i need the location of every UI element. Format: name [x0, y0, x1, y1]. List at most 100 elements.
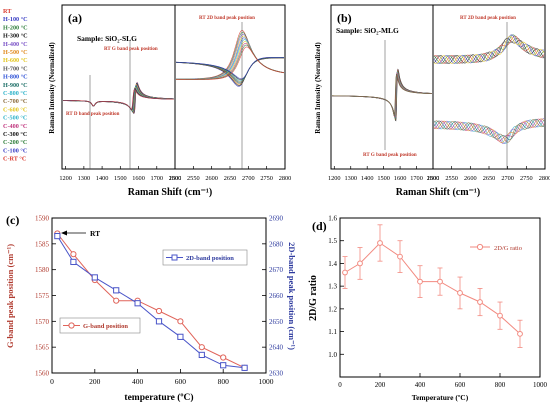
panel-b-sample: Sample: SiO₂-MLG: [336, 26, 399, 35]
d-point: [377, 240, 383, 246]
raman-x-tick-label: 2500: [169, 175, 182, 182]
c-x-tick-label: 600: [175, 377, 187, 386]
c-y2-tick-label: 2660: [269, 292, 284, 300]
d-y-tick-label: 1.1: [328, 328, 337, 336]
c-y-tick-label: 1560: [35, 370, 50, 378]
spectrum-left-trace: [332, 68, 432, 122]
d-point: [417, 278, 423, 285]
c-point-circle: [70, 251, 77, 258]
panel-b: (b) Sample: SiO₂-MLG Raman Intensity (No…: [314, 4, 550, 198]
legend-a-entry: H-100 °C: [3, 16, 28, 23]
c-x-tick-label: 200: [89, 377, 101, 386]
spectrum-right-trace: [433, 34, 545, 64]
c-y2-tick-label: 2680: [269, 240, 284, 248]
raman-x-tick-label: 2700: [501, 175, 514, 182]
legend-a-entry: C-100 °C: [3, 147, 27, 154]
panel-c-ylabel-right: 2D-band peak position (cm⁻¹): [287, 242, 297, 350]
c-x-tick-label: 800: [218, 377, 230, 386]
spectrum-left-trace: [332, 70, 432, 120]
raman-x-tick-label: 1600: [132, 175, 145, 182]
raman-x-tick-label: 1800: [427, 175, 440, 182]
panel-d-label: (d): [312, 219, 327, 233]
legend-a-entry: C-200 °C: [3, 139, 27, 146]
legend-a-entry: H-900 °C: [3, 82, 28, 89]
legend-a-entry: H-700 °C: [3, 65, 28, 72]
legend-a-entry: RT: [3, 8, 12, 15]
legend-a-entry: H-500 °C: [3, 49, 28, 56]
panel-b-curves: [332, 22, 545, 169]
d-x-tick-label: 1000: [533, 381, 548, 389]
c-x-tick-label: 400: [132, 377, 144, 386]
spectrum-left-trace: [63, 88, 174, 110]
legend-a-entry: C-300 °C: [3, 131, 27, 138]
raman-x-tick-label: 1800: [169, 175, 182, 182]
d-point: [397, 253, 403, 260]
spectrum-left-trace: [63, 88, 174, 110]
spectrum-left-trace: [332, 73, 432, 118]
panel-a-frame-right: [174, 4, 286, 170]
panel-b-frame-right: [432, 4, 546, 170]
legend-a-entry: C-700 °C: [3, 98, 27, 105]
c-y2-tick-label: 2690: [269, 215, 284, 223]
raman-x-tick-label: 2700: [242, 175, 255, 182]
panel-b-xlabel: Raman Shift (cm⁻¹): [396, 187, 480, 198]
spectrum-right-trace: [433, 118, 545, 141]
panel-d-axes: 0 200 400 600 800 1000 1.0 1.1 1.2 1.3 1.4 1.5 1.6: [328, 215, 547, 390]
c-series-line: [57, 233, 245, 369]
d-series-line: [344, 242, 521, 335]
panel-c-label: (c): [6, 213, 19, 227]
panel-a-annot-d: RT D band peak position: [66, 112, 120, 117]
c-point-circle: [220, 354, 227, 361]
panel-d: (d) 2D/G ratio Temperature (ºC) 0 200 400 6…: [308, 215, 548, 403]
spectrum-right-trace: [176, 46, 285, 80]
spectrum-left-trace: [332, 71, 432, 119]
raman-x-tick-label: 2650: [483, 175, 496, 182]
c-point-square: [155, 318, 163, 325]
panel-c: (c) G-band peak position (cm⁻¹) 2D-band …: [5, 213, 297, 403]
panel-a: (a) Sample: SiO₂-SLG Raman Intensity (No…: [48, 4, 291, 198]
raman-x-tick-label: 2750: [520, 175, 533, 182]
raman-x-tick-label: 2650: [224, 175, 237, 182]
spectrum-right-trace: [433, 119, 545, 143]
spectrum-right-trace: [433, 35, 545, 64]
spectrum-left-trace: [332, 71, 432, 118]
d-y-tick-label: 1.5: [328, 237, 337, 245]
raman-x-tick-label: 1200: [59, 175, 72, 182]
panel-b-annot-g: RT G band peak position: [363, 153, 417, 158]
c-x-tick-label: 0: [50, 377, 54, 386]
legend-a-entry: H-300 °C: [3, 33, 28, 40]
spectrum-left-trace: [63, 89, 174, 110]
legend-a-entry: C-500 °C: [3, 115, 27, 122]
c-series-line: [56, 235, 245, 369]
c-y2-tick-label: 2640: [269, 344, 284, 352]
c-y2-tick-label: 2650: [269, 318, 284, 326]
spectrum-left-trace: [63, 87, 174, 111]
legend-a-entry: C-600 °C: [3, 106, 27, 113]
c-point-square: [91, 274, 98, 281]
d-point: [477, 299, 483, 305]
c-y-tick-label: 1585: [35, 240, 50, 248]
panel-c-legend-2d-label: 2D-band position: [186, 255, 234, 262]
legend-a-entry: H-200 °C: [3, 24, 28, 31]
panel-c-xlabel: temperature (ºC): [124, 392, 193, 403]
d-x-tick-label: 600: [455, 381, 466, 389]
panel-a-sample: Sample: SiO₂-SLG: [77, 34, 137, 43]
spectrum-right-trace: [433, 35, 545, 64]
panel-c-rt-label: RT: [90, 229, 100, 238]
spectrum-left-trace: [332, 73, 432, 117]
d-y-tick-label: 1.0: [328, 351, 337, 359]
panel-b-annot-2d: RT 2D band peak position: [460, 16, 516, 21]
panel-a-label: (a): [68, 11, 82, 25]
panel-c-frame: [51, 217, 267, 374]
spectrum-left-trace: [332, 73, 432, 118]
c-point-square: [70, 258, 77, 266]
c-point-square: [134, 300, 141, 307]
legend-a-entry: C-800 °C: [3, 90, 27, 97]
spectrum-left-trace: [332, 69, 432, 120]
raman-x-tick-label: 1700: [410, 175, 423, 182]
panel-d-legend-label: 2D/G ratio: [494, 245, 522, 252]
panel-a-xlabel: Raman Shift (cm⁻¹): [128, 187, 212, 198]
c-point-circle: [113, 297, 120, 304]
